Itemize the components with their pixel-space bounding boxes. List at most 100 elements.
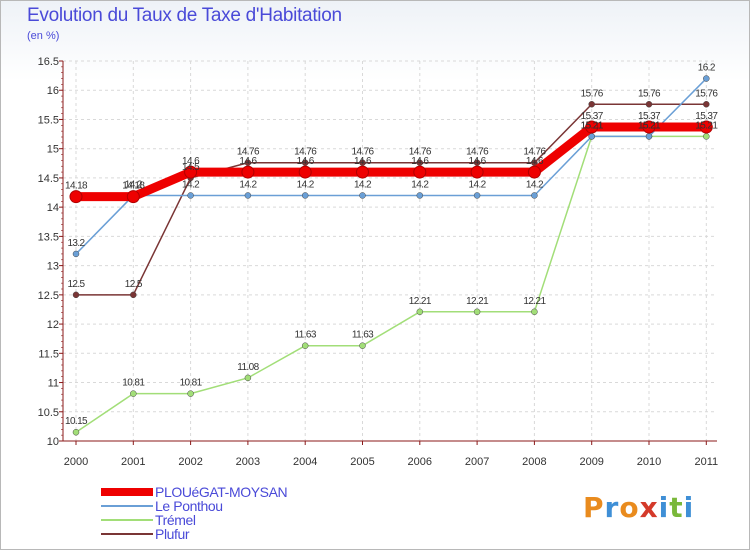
logo-letter: P: [583, 491, 605, 524]
data-label: 15.37: [581, 111, 604, 122]
x-tick-label: 2010: [637, 456, 661, 468]
series-point-1: [301, 192, 309, 199]
data-label: 12.21: [523, 296, 546, 307]
x-tick-label: 2005: [350, 456, 374, 468]
series-point-1: [416, 192, 424, 199]
x-ticks: 2000 2001 2002 2003 2004 2005 2006 2007 2008 2009…: [64, 456, 718, 468]
logo-letter: i: [658, 491, 670, 524]
data-label: 15.21: [581, 120, 604, 131]
legend-label: Plufur: [155, 526, 190, 542]
series-point-0: [241, 165, 255, 179]
series-point-2: [244, 374, 252, 382]
data-label: 14.76: [409, 147, 432, 158]
x-tick-label: 2011: [694, 456, 718, 468]
series-point-0: [413, 165, 427, 179]
series-point-2: [473, 308, 481, 316]
data-label: 14.6: [239, 156, 257, 167]
series-point-0: [527, 165, 541, 179]
series-point-3: [72, 291, 80, 299]
data-label: 15.21: [638, 120, 661, 131]
y-tick-label: 15: [47, 144, 59, 156]
data-label: 14.6: [411, 156, 429, 167]
data-label: 14.6: [526, 156, 544, 167]
series-point-1: [703, 75, 710, 82]
data-label: 16.2: [698, 63, 716, 74]
series-point-1: [244, 192, 252, 199]
legend-swatch: [101, 505, 153, 507]
data-label: 14.2: [526, 179, 544, 190]
y-tick-label: 10.5: [38, 407, 59, 419]
data-label: 14.6: [469, 156, 487, 167]
data-label: 14.18: [122, 181, 145, 192]
data-label: 14.6: [182, 156, 200, 167]
series-line-0: [71, 122, 711, 202]
logo-letter: i: [683, 491, 695, 524]
data-label: 15.76: [581, 88, 604, 99]
x-tick-label: 2000: [64, 456, 88, 468]
series-point-0: [184, 165, 198, 179]
data-label: 12.5: [125, 279, 143, 290]
data-label: 14.5: [182, 162, 200, 173]
data-label: 14.6: [354, 156, 372, 167]
series-point-0: [642, 120, 656, 134]
data-labels: 12.5 12.514.514.76 14.76 14.76 14.76 14.76 14.…: [65, 63, 719, 428]
data-label: 15.76: [638, 88, 661, 99]
series-point-2: [531, 308, 538, 316]
series-point-1: [359, 192, 366, 199]
y-tick-label: 12.5: [38, 290, 59, 302]
data-label: 10.15: [65, 416, 88, 427]
x-tick-label: 2003: [236, 456, 260, 468]
data-label: 14.2: [411, 179, 429, 190]
series-point-0: [356, 165, 369, 179]
x-tick-label: 2004: [293, 456, 317, 468]
y-tick-label: 10: [47, 436, 59, 448]
data-label: 14.2: [182, 179, 200, 190]
series-point-1: [473, 192, 481, 199]
data-label: 15.21: [581, 120, 604, 131]
data-label: 15.21: [638, 120, 661, 131]
proxiti-logo: Proxiti: [583, 491, 694, 524]
axes: [59, 60, 717, 445]
data-label: 11.63: [295, 330, 317, 341]
y-tick-label: 16: [47, 85, 59, 97]
legend-label: PLOUéGAT-MOYSAN: [155, 484, 288, 500]
y-tick-label: 14.5: [38, 173, 59, 185]
series-point-1: [187, 192, 194, 199]
y-tick-label: 12: [47, 319, 59, 331]
series-point-2: [130, 390, 137, 397]
x-tick-label: 2001: [121, 456, 145, 468]
series-line-1: [75, 77, 708, 255]
logo-letter: o: [619, 491, 640, 524]
series-point-2: [301, 342, 309, 349]
legend-label: Trémel: [155, 512, 196, 528]
data-label: 12.5: [67, 279, 85, 290]
y-tick-label: 15.5: [38, 114, 59, 126]
series-point-3: [703, 101, 710, 108]
y-tick-label: 14: [47, 202, 59, 214]
series-point-2: [416, 308, 424, 316]
data-label: 10.81: [180, 378, 203, 389]
series-point-0: [126, 190, 140, 204]
chart-title: Evolution du Taux de Taxe d'Habitation: [27, 5, 342, 26]
series-point-2: [72, 428, 80, 436]
legend-swatch: [101, 488, 153, 496]
data-label: 12.21: [409, 296, 432, 307]
data-label: 14.2: [239, 179, 257, 190]
series-point-2: [703, 133, 710, 140]
series-point-2: [359, 342, 366, 349]
data-label: 14.2: [354, 179, 372, 190]
data-label: 14.18: [65, 181, 88, 192]
logo-letter: x: [639, 491, 659, 524]
x-tick-label: 2009: [579, 456, 603, 468]
data-label: 14.76: [237, 147, 260, 158]
logo-letter: t: [669, 491, 684, 524]
series-point-1: [531, 192, 538, 199]
data-label: 10.81: [122, 378, 145, 389]
data-label: 15.76: [695, 88, 718, 99]
y-tick-label: 13.5: [38, 231, 59, 243]
legend-swatch: [101, 533, 153, 535]
data-label: 14.6: [297, 156, 315, 167]
data-label: 11.08: [237, 362, 259, 373]
